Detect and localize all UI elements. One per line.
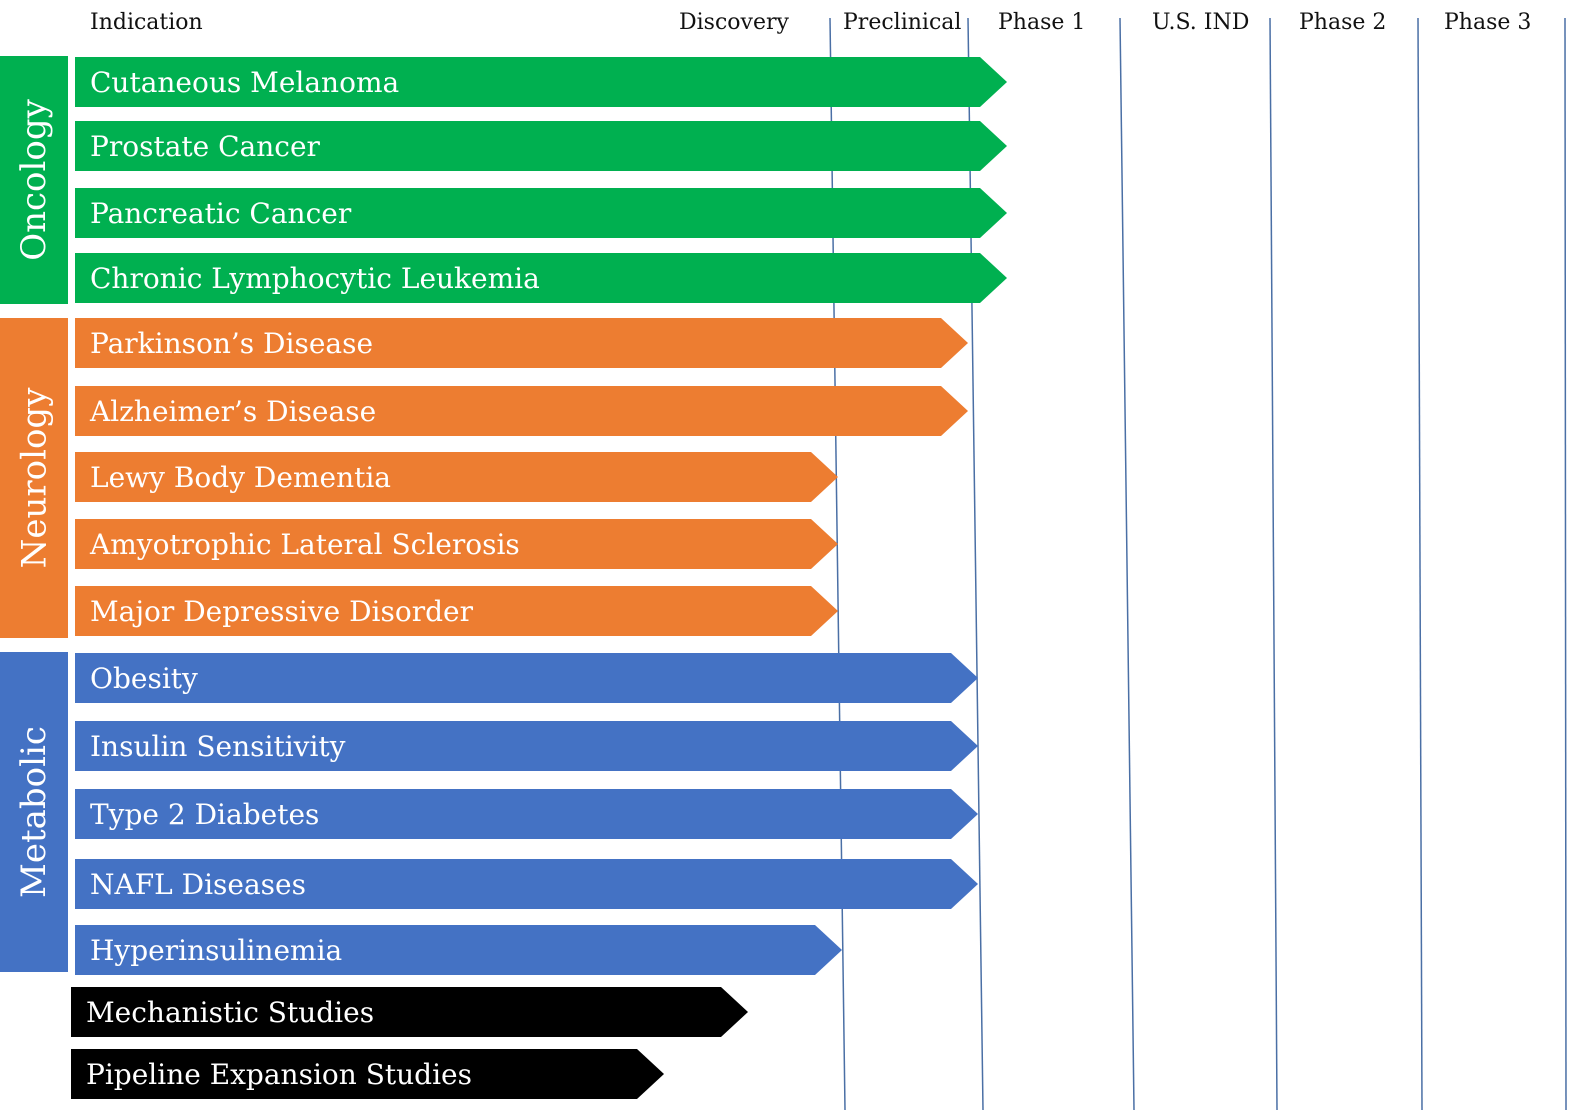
indication-header: Indication (90, 10, 203, 35)
program-bar-chronic-lymphocytic-leukemia (75, 253, 1007, 303)
program-bar-pipeline-expansion-studies (71, 1049, 664, 1099)
stage-divider (1119, 17, 1135, 1111)
program-bar-alzheimer-s-disease (75, 386, 968, 436)
program-bar-mechanistic-studies (71, 987, 748, 1037)
program-bar-nafl-diseases (75, 859, 978, 909)
program-bar-prostate-cancer (75, 121, 1007, 171)
program-bar-amyotrophic-lateral-sclerosis (75, 519, 838, 569)
column-header-us-ind: U.S. IND (1152, 10, 1250, 35)
category-label-oncology: Oncology (14, 99, 55, 261)
column-header-phase-1: Phase 1 (998, 10, 1086, 35)
program-label: Hyperinsulinemia (90, 933, 343, 967)
program-bar-lewy-body-dementia (75, 452, 838, 502)
program-label: Parkinson’s Disease (90, 326, 374, 360)
program-bar-insulin-sensitivity (75, 721, 978, 771)
program-label: Mechanistic Studies (86, 995, 375, 1029)
program-label: Lewy Body Dementia (90, 460, 391, 494)
category-metabolic: Metabolic (0, 652, 68, 972)
category-label-neurology: Neurology (14, 387, 54, 569)
stage-divider (967, 17, 984, 1111)
program-bar-type-2-diabetes (75, 789, 978, 839)
program-label: Pancreatic Cancer (90, 196, 352, 230)
category-neurology: Neurology (0, 318, 68, 638)
category-label-metabolic: Metabolic (14, 726, 54, 898)
program-label: Pipeline Expansion Studies (86, 1057, 472, 1091)
column-header-phase-2: Phase 2 (1299, 10, 1387, 35)
program-bar-pancreatic-cancer (75, 188, 1007, 238)
program-bar-cutaneous-melanoma (75, 57, 1007, 107)
stage-divider (1564, 17, 1567, 1111)
program-label: Prostate Cancer (90, 129, 320, 163)
stage-divider (1417, 17, 1423, 1111)
program-label: Type 2 Diabetes (90, 797, 320, 831)
program-bar-obesity (75, 653, 978, 703)
program-label: Chronic Lymphocytic Leukemia (90, 261, 540, 295)
category-oncology: Oncology (0, 56, 68, 304)
program-label: Major Depressive Disorder (90, 594, 473, 628)
program-label: NAFL Diseases (90, 867, 306, 901)
column-header-discovery: Discovery (679, 10, 789, 35)
program-bar-hyperinsulinemia (75, 925, 842, 975)
program-label: Alzheimer’s Disease (90, 394, 377, 428)
program-label: Amyotrophic Lateral Sclerosis (90, 527, 520, 561)
column-header-preclinical: Preclinical (843, 10, 962, 35)
program-label: Cutaneous Melanoma (90, 65, 400, 99)
program-bar-major-depressive-disorder (75, 586, 838, 636)
stage-divider (1269, 17, 1278, 1111)
program-label: Obesity (90, 661, 198, 695)
program-bar-parkinson-s-disease (75, 318, 968, 368)
program-label: Insulin Sensitivity (90, 729, 346, 763)
column-header-phase-3: Phase 3 (1444, 10, 1532, 35)
